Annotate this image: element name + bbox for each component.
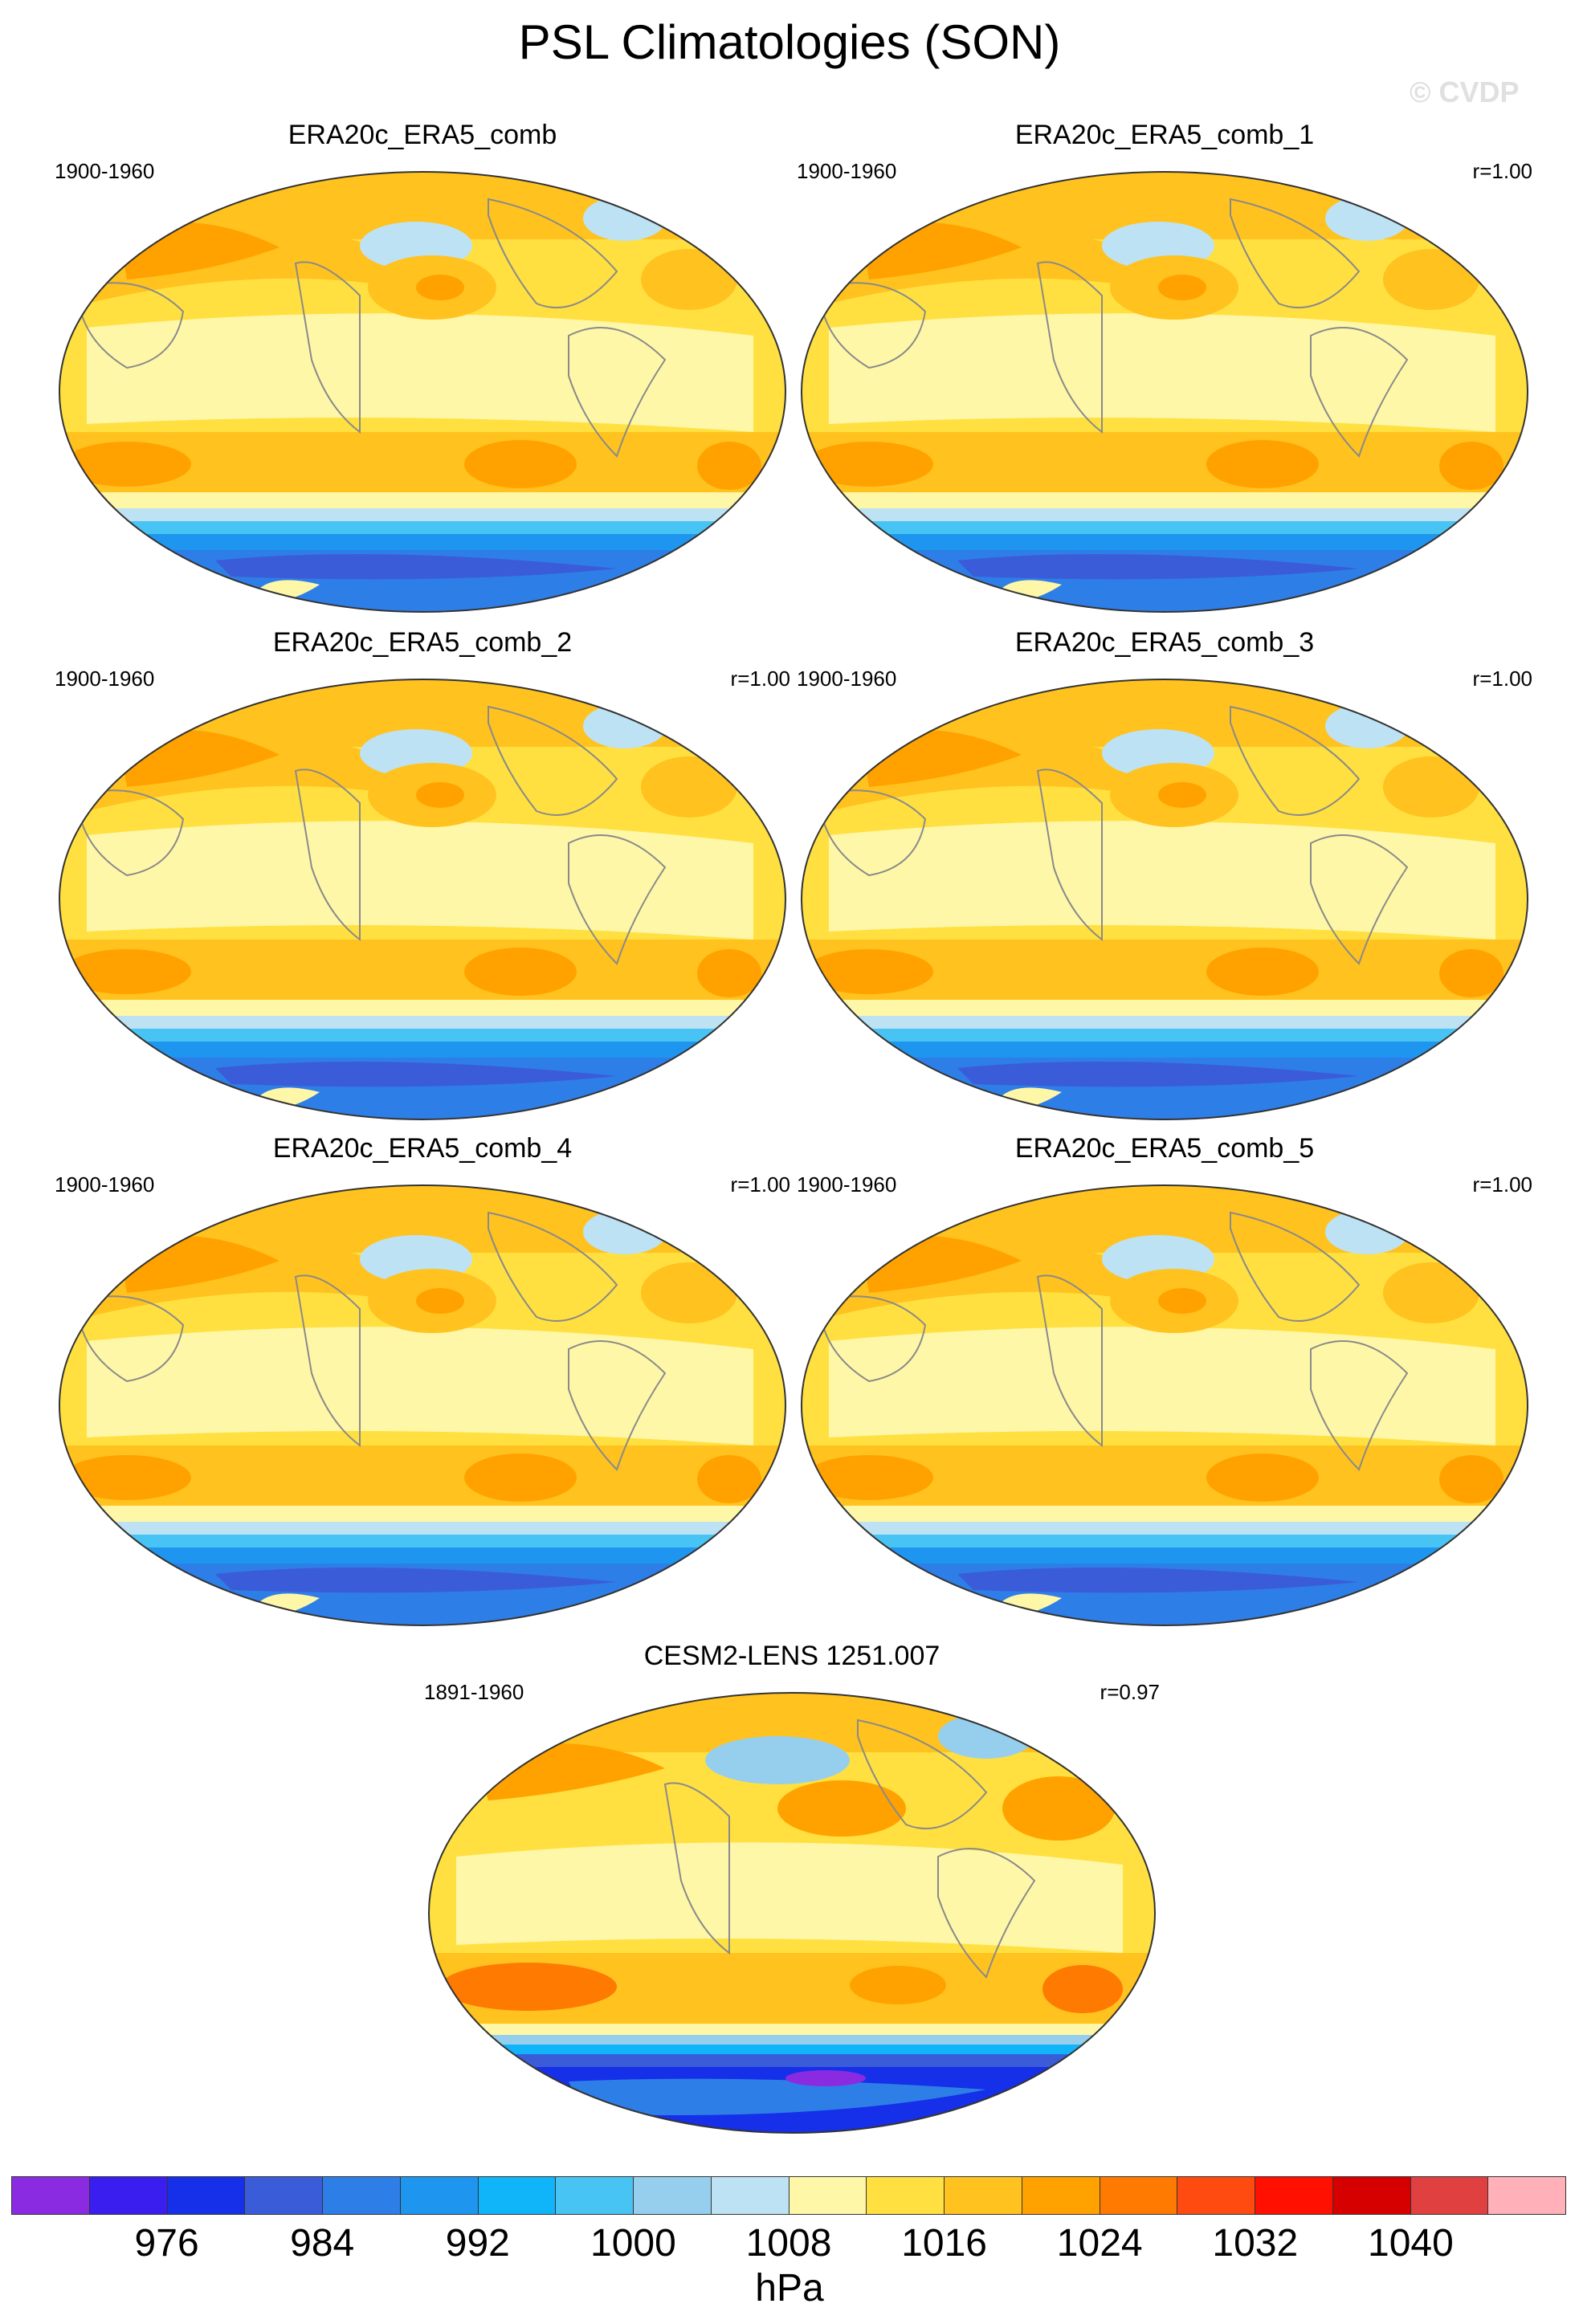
map-panel-cesm2-lens: CESM2-LENS 1251.007 1891-1960 r=0.97 [424, 1640, 1160, 2138]
colorbar-tick-label: 1000 [590, 2222, 676, 2265]
colorbar-box [478, 2177, 557, 2214]
panel-correlation: r=1.00 [1472, 159, 1532, 183]
panel-title: ERA20c_ERA5_comb_2 [272, 627, 573, 658]
panel-period: 1900-1960 [797, 159, 897, 183]
colorbar-box [89, 2177, 168, 2214]
panel-period: 1900-1960 [55, 667, 155, 691]
panel-period: 1900-1960 [797, 667, 897, 691]
colorbar-tick-label: 1024 [1056, 2222, 1143, 2265]
colorbar-box [1100, 2177, 1178, 2214]
colorbar [11, 2176, 1566, 2215]
psl-map [424, 1688, 1160, 2138]
colorbar-box [167, 2177, 246, 2214]
colorbar-tick-label: 992 [445, 2222, 510, 2265]
psl-map [55, 167, 790, 617]
colorbar-box [945, 2177, 1022, 2214]
colorbar-box [556, 2177, 634, 2214]
colorbar-tick-label: 976 [134, 2222, 199, 2265]
colorbar-box [789, 2177, 867, 2214]
colorbar-tick-label: 984 [290, 2222, 355, 2265]
panel-title: CESM2-LENS 1251.007 [643, 1641, 940, 1671]
colorbar-tick-label: 1008 [745, 2222, 832, 2265]
colorbar-tick-label: 1032 [1212, 2222, 1299, 2265]
panel-correlation: r=1.00 [1472, 1172, 1532, 1197]
panel-period: 1900-1960 [55, 159, 155, 183]
panel-title: ERA20c_ERA5_comb_3 [1014, 627, 1315, 658]
colorbar-box [1255, 2177, 1333, 2214]
panel-correlation: r=0.97 [1100, 1680, 1160, 1704]
colorbar-box [1332, 2177, 1411, 2214]
psl-map [797, 675, 1532, 1124]
map-panel-era20c-era5-comb-4: ERA20c_ERA5_comb_4 1900-1960 r=1.00 [55, 1132, 790, 1630]
colorbar-box [245, 2177, 323, 2214]
colorbar-box [711, 2177, 790, 2214]
colorbar-unit: hPa [755, 2267, 824, 2310]
panel-correlation: r=1.00 [1472, 667, 1532, 691]
panel-period: 1900-1960 [55, 1172, 155, 1197]
psl-map [55, 1180, 790, 1630]
map-panel-era20c-era5-comb: ERA20c_ERA5_comb 1900-1960 [55, 119, 790, 617]
map-panel-era20c-era5-comb-3: ERA20c_ERA5_comb_3 1900-1960 r=1.00 [797, 626, 1532, 1124]
map-panel-era20c-era5-comb-1: ERA20c_ERA5_comb_1 1900-1960 r=1.00 [797, 119, 1532, 617]
colorbar-box [867, 2177, 945, 2214]
colorbar-box [12, 2177, 90, 2214]
panel-title: ERA20c_ERA5_comb [288, 120, 557, 150]
colorbar-box [400, 2177, 479, 2214]
panel-period: 1891-1960 [424, 1680, 524, 1704]
panel-correlation: r=1.00 [730, 667, 790, 691]
colorbar-box [323, 2177, 401, 2214]
colorbar-tick-label: 1040 [1368, 2222, 1454, 2265]
panel-period: 1900-1960 [797, 1172, 897, 1197]
panel-title: ERA20c_ERA5_comb_5 [1014, 1133, 1315, 1164]
panel-correlation: r=1.00 [730, 1172, 790, 1197]
colorbar-box [1022, 2177, 1100, 2214]
panel-title: ERA20c_ERA5_comb_4 [272, 1133, 573, 1164]
colorbar-box [1488, 2177, 1565, 2214]
map-panel-era20c-era5-comb-5: ERA20c_ERA5_comb_5 1900-1960 r=1.00 [797, 1132, 1532, 1630]
colorbar-box [634, 2177, 712, 2214]
cvdp-watermark: © CVDP [1410, 75, 1520, 108]
map-panel-era20c-era5-comb-2: ERA20c_ERA5_comb_2 1900-1960 r=1.00 [55, 626, 790, 1124]
colorbar-tick-label: 1016 [901, 2222, 987, 2265]
psl-map [55, 675, 790, 1124]
psl-map [797, 1180, 1532, 1630]
panel-title: ERA20c_ERA5_comb_1 [1014, 120, 1315, 150]
colorbar-box [1410, 2177, 1489, 2214]
figure-title: PSL Climatologies (SON) [518, 15, 1061, 69]
colorbar-box [1177, 2177, 1255, 2214]
psl-map [797, 167, 1532, 617]
